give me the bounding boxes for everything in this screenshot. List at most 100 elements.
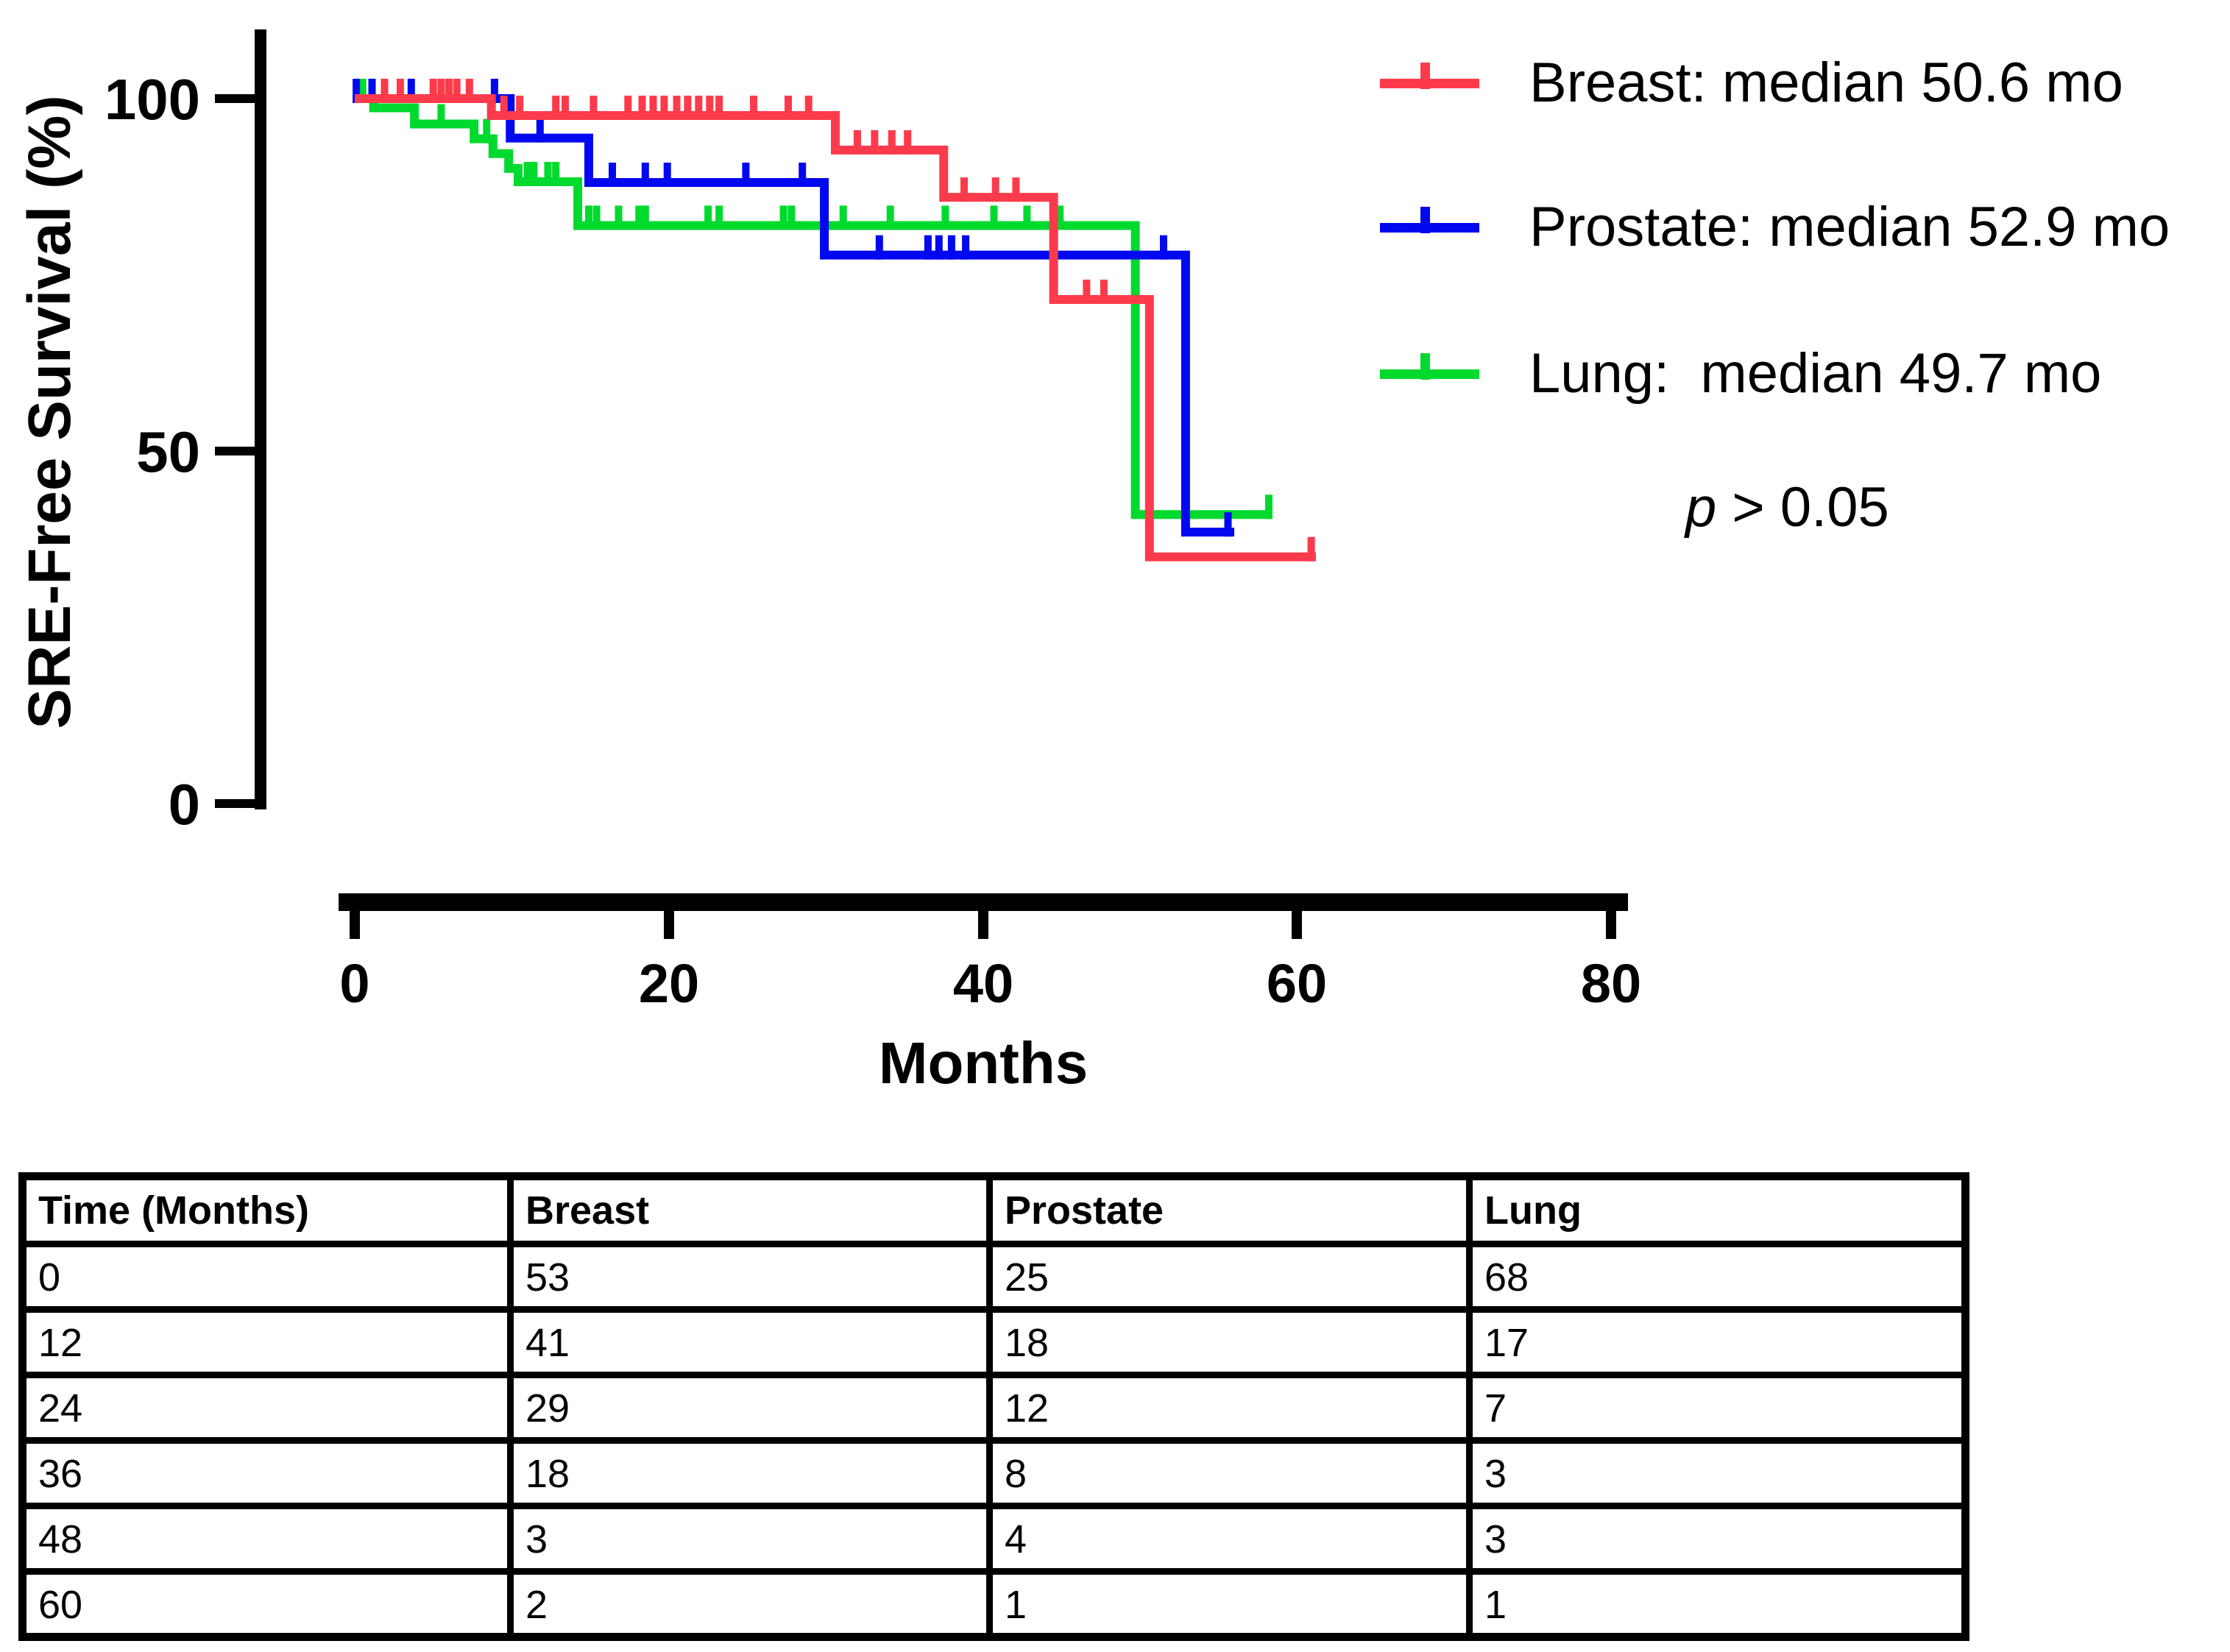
table-row: 0 53 25 68 [19,1241,1969,1313]
censor-mark-prostate [947,235,955,260]
table-cell: 2 [507,1568,993,1640]
table-cell: 1 [986,1568,1473,1640]
table-cell: 0 [19,1241,514,1313]
censor-mark-lung [483,118,491,143]
censor-mark-breast [445,79,453,103]
censor-mark-lung [585,205,592,230]
censor-mark-prostate [641,163,649,187]
censor-mark-breast [904,130,912,155]
censor-mark-breast [465,79,473,103]
censor-mark-breast [1100,280,1108,304]
legend-item-prostate: Prostate: median 52.9 mo [1380,196,2170,258]
censor-mark-prostate [875,235,883,260]
table-cell: 3 [507,1503,993,1575]
censor-mark-prostate [1160,235,1167,260]
prostate-censor-swatch [1420,207,1430,233]
censor-mark-prostate [609,163,616,187]
table-cell: 8 [986,1437,1473,1509]
x-tick-label-80: 80 [1581,953,1641,1014]
km-curve-prostate [355,94,1235,537]
censor-mark-lung [1023,205,1031,230]
legend: Breast: median 50.6 mo Prostate: median … [1380,52,2170,539]
risk-table-header: Time (Months) Breast Prostate Lung [19,1173,1969,1247]
censor-mark-lung [1265,494,1272,520]
censor-mark-breast [853,130,861,155]
y-axis-title: SRE-Free Survival (%) [16,95,83,728]
censor-mark-breast [804,96,813,120]
table-row: 60 2 1 1 [19,1568,1969,1640]
censor-mark-prostate [935,235,943,260]
censor-mark-breast [453,79,461,103]
x-tick-label-20: 20 [639,953,699,1014]
lung-censor-swatch [1420,353,1430,380]
y-tick-label-50: 50 [136,419,200,484]
censor-mark-breast [660,96,668,120]
x-tick-label-0: 0 [339,953,369,1014]
table-cell: 29 [507,1372,993,1444]
censor-mark-breast [396,79,404,103]
x-tick-60 [1292,911,1302,939]
table-header-row: Time (Months) Breast Prostate Lung [19,1173,1969,1247]
censor-mark-breast [715,96,723,120]
y-tick-label-0: 0 [169,772,200,837]
censor-mark-breast [500,96,508,120]
x-tick-80 [1606,911,1616,939]
legend-item-lung: Lung: median 49.7 mo [1380,342,2101,405]
km-curve-breast [355,94,1317,561]
x-tick-label-60: 60 [1267,953,1327,1014]
censor-mark-lung [615,205,623,230]
x-tick-label-40: 40 [953,953,1013,1014]
p-value-annotation: p > 0.05 [1684,476,1889,539]
table-cell: 1 [1466,1568,1969,1640]
censor-mark-prostate [407,79,415,103]
censor-mark-prostate [742,163,750,187]
legend-label-breast: Breast: median 50.6 mo [1529,52,2123,114]
censor-mark-breast [649,96,657,120]
header-time: Time (Months) [19,1173,514,1247]
censor-mark-prostate [368,79,376,103]
y-tick-50 [215,447,256,455]
censor-mark-breast [562,96,569,120]
table-row: 36 18 8 3 [19,1437,1969,1509]
censor-mark-breast [785,96,792,120]
censor-mark-breast [871,130,879,155]
censor-mark-prostate [962,235,970,260]
table-cell: 36 [19,1437,514,1509]
censor-mark-breast [684,96,692,120]
censor-mark-prostate [799,163,807,187]
legend-label-lung: Lung: median 49.7 mo [1529,342,2101,405]
censor-mark-breast [960,177,968,202]
table-cell: 24 [19,1372,514,1444]
censor-mark-breast [1012,177,1020,202]
header-prostate: Prostate [986,1173,1473,1247]
censor-mark-lung [530,162,538,186]
table-cell: 12 [986,1372,1473,1444]
x-tick-20 [664,911,674,939]
legend-label-prostate: Prostate: median 52.9 mo [1529,196,2170,258]
p-symbol: p [1684,476,1716,539]
censor-mark-breast [673,96,681,120]
censor-mark-lung [592,205,601,230]
censor-mark-breast [380,79,389,103]
risk-table-body: 0 53 25 68 12 41 18 17 24 29 12 7 36 18 8 3 48 3 4 3 60 2 1 1 [19,1241,1969,1640]
censor-mark-lung [544,162,552,186]
censor-mark-lung [552,162,560,186]
censor-mark-prostate [536,118,544,143]
censor-mark-breast [706,96,714,120]
censor-mark-lung [704,205,712,230]
censor-mark-breast [429,79,437,103]
table-row: 24 29 12 7 [19,1372,1969,1444]
censor-mark-lung [1056,205,1064,230]
risk-table: Time (Months) Breast Prostate Lung 0 53 25… [18,1172,1969,1641]
table-cell: 48 [19,1503,514,1575]
y-axis: 100 50 0 SRE-Free Survival (%) [16,29,266,837]
censor-mark-breast [991,177,999,202]
km-curve-lung [355,94,1272,520]
censor-mark-breast [1083,280,1091,304]
censor-mark-prostate [1224,512,1232,537]
table-cell: 4 [986,1503,1473,1575]
header-lung: Lung [1466,1173,1969,1247]
table-cell: 12 [19,1306,514,1378]
table-row: 12 41 18 17 [19,1306,1969,1378]
